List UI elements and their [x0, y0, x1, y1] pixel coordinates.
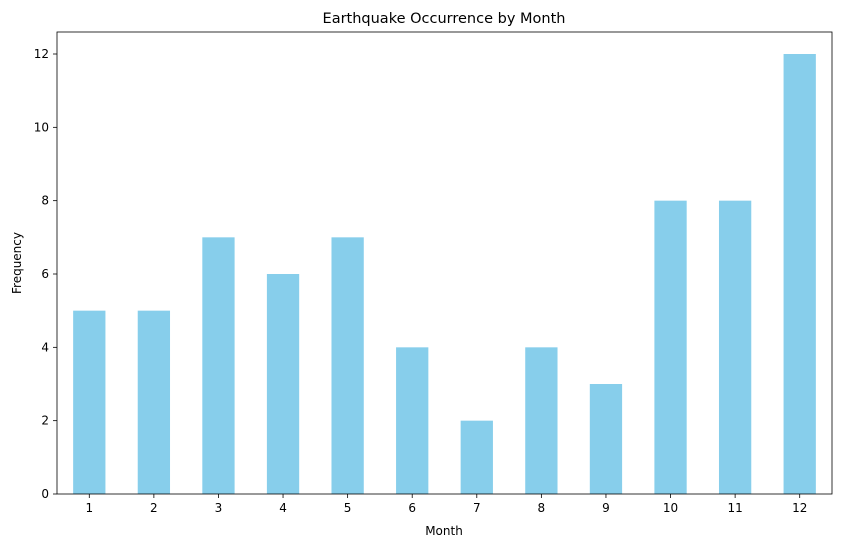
bar-month-3: [202, 237, 235, 495]
x-tick-label: 1: [85, 501, 93, 515]
y-axis-label: Frequency: [10, 232, 24, 294]
x-tick-label: 5: [344, 501, 352, 515]
bar-month-8: [525, 347, 558, 494]
bar-month-4: [266, 274, 300, 494]
bar-month-12: [783, 54, 816, 494]
plot-frame: [56, 31, 833, 495]
bar-month-6: [396, 347, 429, 494]
y-tick-label: 2: [41, 414, 49, 428]
bar-month-11: [718, 200, 752, 494]
x-tick-label: 12: [792, 501, 807, 515]
y-axis-ticks: 0 2 4 6 8 10 12: [34, 47, 57, 501]
bar-month-2: [137, 310, 171, 494]
x-tick-label: 10: [663, 501, 678, 515]
x-axis-ticks: 1 2 3 4 5 6 7 8 9 10 11 12: [85, 494, 807, 515]
bar-month-5: [331, 237, 364, 495]
y-tick-label: 8: [41, 194, 49, 208]
x-tick-label: 2: [150, 501, 158, 515]
chart-title: Earthquake Occurrence by Month: [323, 11, 566, 27]
x-tick-label: 11: [727, 501, 742, 515]
y-tick-label: 6: [41, 267, 49, 281]
x-tick-label: 8: [538, 501, 546, 515]
bar-month-10: [654, 200, 687, 494]
x-axis-label: Month: [425, 524, 463, 538]
bars-group: [73, 54, 816, 495]
x-tick-label: 3: [215, 501, 223, 515]
bar-month-7: [460, 420, 493, 494]
bar-month-1: [73, 310, 106, 494]
bar-month-9: [589, 384, 623, 494]
y-tick-label: 10: [34, 120, 49, 134]
x-tick-label: 7: [473, 501, 481, 515]
x-tick-label: 9: [602, 501, 610, 515]
y-tick-label: 12: [34, 47, 49, 61]
x-tick-label: 4: [279, 501, 287, 515]
y-tick-label: 4: [41, 340, 49, 354]
y-tick-label: 0: [41, 487, 49, 501]
x-tick-label: 6: [408, 501, 416, 515]
